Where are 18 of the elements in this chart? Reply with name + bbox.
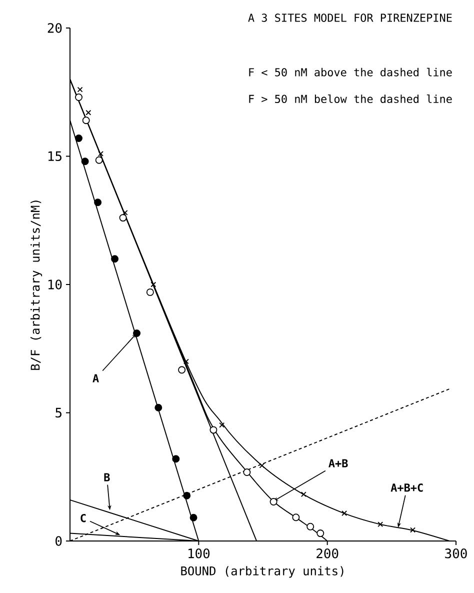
annotation: B [104, 473, 110, 482]
x-axis-title: BOUND (arbitrary units) [181, 566, 344, 578]
x-tick-label: 300 [445, 548, 467, 558]
x-tick-label: 100 [188, 548, 210, 558]
y-axis-title: B/F (arbitrary units/nM) [30, 200, 42, 370]
annotation: A [92, 374, 99, 382]
y-tick-label: 5 [56, 408, 62, 418]
annotation: A+B+C [390, 484, 423, 492]
annotation: F < 50 nM above the dashed line [249, 68, 452, 76]
y-tick-label: 15 [48, 151, 62, 162]
y-tick-label: 10 [48, 280, 62, 290]
annotation: F > 50 nM below the dashed line [249, 94, 452, 104]
annotation: C [80, 514, 86, 522]
y-tick-label: 20 [48, 23, 62, 33]
x-tick-label: 200 [316, 548, 338, 558]
annotation: A+B [328, 459, 348, 468]
chart-title: A 3 SITES MODEL FOR PIRENZEPINE [248, 14, 452, 22]
y-tick-label: 0 [56, 536, 62, 546]
